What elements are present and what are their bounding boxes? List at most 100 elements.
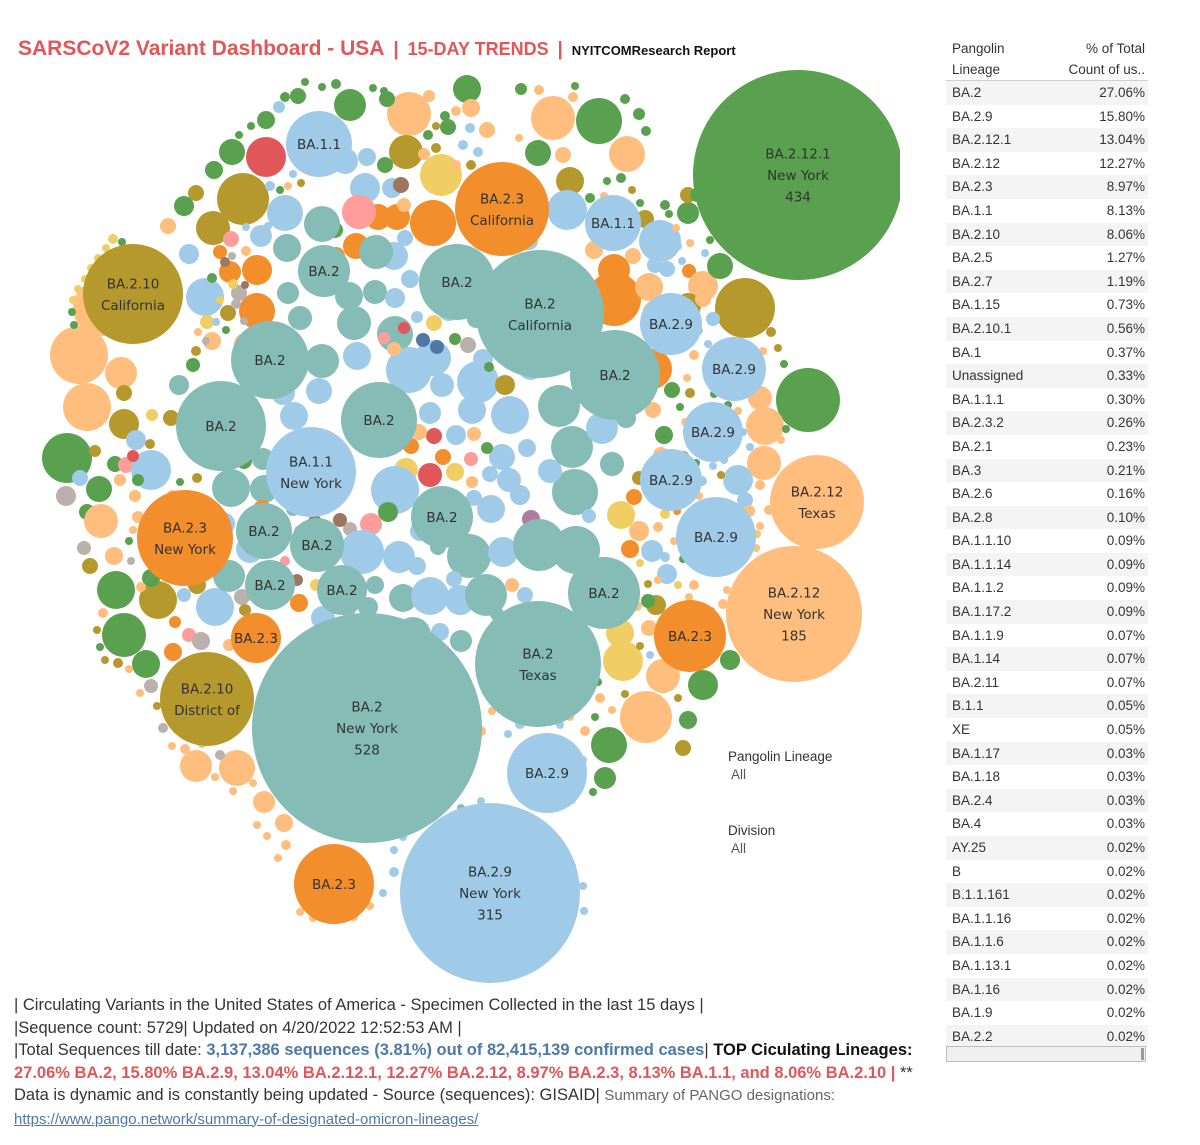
bubble[interactable] [211,773,219,781]
bubble-circle[interactable] [137,490,233,586]
bubble[interactable] [607,501,635,529]
bubble[interactable] [655,426,673,444]
bubble[interactable] [127,450,139,462]
bubble[interactable] [379,889,387,897]
bubble[interactable] [229,787,237,795]
bubble[interactable] [219,139,245,165]
bubble[interactable] [194,328,202,336]
table-row[interactable]: BA.1.14 0.07% [946,647,1148,671]
bubble[interactable] [704,340,712,348]
bubble[interactable] [426,315,442,331]
table-horizontal-scrollbar[interactable] [946,1046,1146,1062]
bubble[interactable] [635,273,663,301]
bubble-circle[interactable] [317,565,367,615]
bubble[interactable] [289,170,297,178]
table-row[interactable]: BA.1.1.1 0.30% [946,388,1148,412]
bubble[interactable] [196,211,230,245]
bubble[interactable] [239,604,251,616]
bubble[interactable] [755,480,765,490]
bubble[interactable] [510,485,530,505]
bubble-circle[interactable] [294,844,374,924]
bubble[interactable] [126,430,146,450]
bubble[interactable] [371,466,419,514]
bubble[interactable] [273,101,285,113]
bubble[interactable] [136,689,144,697]
bubble[interactable] [192,632,210,650]
bubble[interactable] [633,108,645,120]
bubble[interactable] [168,742,176,750]
bubble-circle[interactable] [411,486,473,548]
bubble[interactable] [63,383,111,431]
bubble-circle[interactable] [683,402,743,462]
bubble[interactable] [69,296,77,304]
bubble-circle[interactable] [702,337,766,401]
bubble[interactable] [212,469,250,507]
bubble[interactable] [275,814,293,832]
bubble[interactable] [453,75,481,103]
labeled-bubble[interactable]: BA.2 [231,321,309,399]
bubble[interactable] [446,463,464,481]
bubble[interactable] [580,907,588,915]
bubble[interactable] [241,281,249,289]
bubble-circle[interactable] [83,244,183,344]
bubble[interactable] [56,486,76,506]
labeled-bubble[interactable]: BA.2.9 [640,293,702,355]
bubble[interactable] [101,656,109,664]
bubble[interactable] [280,92,290,102]
bubble[interactable] [608,706,616,714]
bubble[interactable] [397,198,411,212]
table-row[interactable]: BA.1.16 0.02% [946,977,1148,1002]
bubble[interactable] [683,374,691,382]
bubble[interactable] [664,382,680,398]
bubble-circle[interactable] [640,293,702,355]
table-row[interactable]: BA.1.1.6 0.02% [946,930,1148,954]
bubble[interactable] [360,513,382,535]
bubble[interactable] [408,557,426,575]
table-row[interactable]: BA.1.1.10 0.09% [946,529,1148,553]
bubble[interactable] [180,750,212,782]
bubble[interactable] [102,613,146,657]
bubble[interactable] [200,315,214,329]
bubble[interactable] [337,306,371,340]
bubble[interactable] [482,466,498,482]
table-row[interactable]: Unassigned 0.33% [946,364,1148,388]
bubble[interactable] [169,616,181,628]
bubble[interactable] [105,547,123,565]
bubble[interactable] [386,347,432,393]
bubble[interactable] [660,509,670,519]
bubble[interactable] [465,574,507,616]
bubble[interactable] [129,490,141,502]
labeled-bubble[interactable]: BA.2 [290,518,344,572]
bubble[interactable] [340,530,384,574]
bubble-circle[interactable] [400,803,580,983]
column-header-percent[interactable]: % of Total Count of us.. [1068,38,1148,80]
bubble[interactable] [620,94,630,104]
table-row[interactable]: BA.4 0.03% [946,812,1148,836]
bubble[interactable] [114,474,126,486]
table-row[interactable]: BA.2.8 0.10% [946,505,1148,530]
bubble[interactable] [393,177,409,193]
bubble[interactable] [305,344,339,378]
labeled-bubble[interactable]: BA.2 [419,244,495,320]
bubble[interactable] [231,299,241,309]
labeled-bubble[interactable]: BA.1.1 [286,111,352,177]
table-row[interactable]: BA.2.10.1 0.56% [946,316,1148,341]
bubble[interactable] [235,131,243,139]
bubble[interactable] [125,537,133,545]
bubble-circle[interactable] [507,733,587,813]
bubble[interactable] [715,278,775,338]
table-row[interactable]: BA.1.17.2 0.09% [946,600,1148,624]
labeled-bubble[interactable]: BA.2 New York 528 [252,613,482,843]
bubble[interactable] [257,111,275,129]
labeled-bubble[interactable]: BA.2.3 [654,600,726,672]
bubble[interactable] [466,160,476,170]
bubble[interactable] [591,713,599,721]
bubble[interactable] [301,78,309,86]
bubble[interactable] [385,288,405,308]
bubble[interactable] [484,362,494,372]
bubble[interactable] [685,388,695,398]
bubble[interactable] [191,346,201,356]
bubble[interactable] [411,311,423,323]
bubble[interactable] [145,439,155,449]
bubble[interactable] [290,594,308,612]
